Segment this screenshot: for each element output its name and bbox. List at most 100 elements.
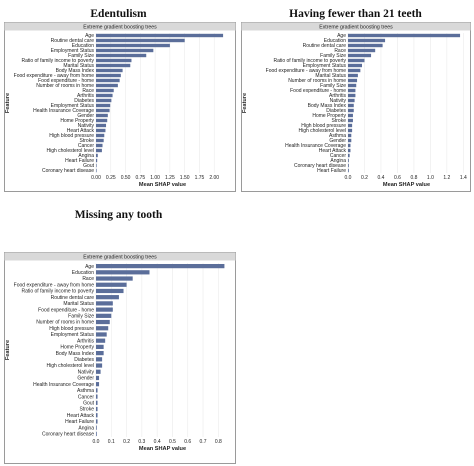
feature-label: Race — [82, 88, 94, 94]
bar — [96, 357, 103, 362]
feature-label: Body Mass Index — [56, 351, 95, 357]
x-tick-label: 0.2 — [123, 439, 130, 445]
bar — [348, 143, 351, 148]
x-tick-label: 0.3 — [138, 439, 145, 445]
feature-label: Marital Status — [63, 301, 94, 307]
x-tick-label: 0.8 — [215, 439, 222, 445]
bar — [96, 168, 97, 173]
feature-label: Ratio of family income to poverty — [273, 58, 346, 64]
bar — [348, 48, 376, 53]
x-tick-label: 1.0 — [427, 175, 434, 181]
x-tick-label: 0.2 — [361, 175, 368, 181]
chart-frame — [4, 22, 236, 192]
bar-chart-missing-any-tooth: Extreme gradient boosting trees 0.0 0.1 0.2… — [4, 252, 236, 452]
feature-label: Food expenditure - away from home — [14, 73, 95, 79]
bar — [96, 33, 224, 38]
bar — [96, 425, 97, 430]
bar — [348, 43, 383, 48]
bar — [96, 406, 98, 412]
feature-label: Ratio of family income to poverty — [21, 58, 94, 64]
bar — [96, 98, 112, 103]
x-tick-label: 1.25 — [165, 175, 175, 181]
feature-label: Coronary heart disease — [42, 432, 94, 438]
feature-label: Routine dental care — [303, 43, 347, 49]
feature-label: Health Insurance Coverage — [33, 382, 94, 388]
feature-label: Age — [85, 264, 94, 270]
bar-chart-edentulism: Extreme gradient boosting trees 0.00 0.25 0… — [4, 22, 236, 188]
feature-label: Diabetes — [74, 98, 94, 104]
bar — [348, 38, 386, 43]
bar — [348, 33, 461, 38]
chart-panel-missing-any-tooth: Missing any tooth Extreme gradient boost… — [0, 202, 237, 466]
bar — [96, 400, 98, 405]
x-tick-label: 0.0 — [93, 439, 100, 445]
strip-label: Extreme gradient boosting trees — [319, 25, 393, 31]
bar — [348, 73, 358, 78]
bar — [348, 98, 355, 103]
bar — [348, 138, 352, 143]
strip-label: Extreme gradient boosting trees — [83, 25, 157, 31]
bar — [96, 338, 106, 343]
bar — [96, 78, 120, 83]
x-tick-label: 0.75 — [135, 175, 145, 181]
strip-label: Extreme gradient boosting trees — [83, 255, 157, 261]
feature-label: Number of rooms in home — [36, 320, 94, 326]
feature-label: Food expenditure - home — [38, 78, 94, 84]
feature-label: Gender — [329, 138, 346, 144]
bar — [348, 153, 350, 158]
panel-title: Having fewer than 21 teeth — [289, 8, 422, 20]
bar — [96, 118, 108, 123]
feature-label: Asthma — [329, 133, 346, 139]
bar — [96, 53, 147, 58]
feature-label: High cholesterol level — [46, 363, 94, 369]
bar — [96, 58, 132, 63]
bar — [348, 168, 349, 173]
bar — [96, 276, 133, 281]
x-tick-label: 0.00 — [91, 175, 101, 181]
feature-label: Age — [85, 33, 94, 39]
x-tick-label: 0.6 — [184, 439, 191, 445]
feature-label: Arthritis — [77, 338, 94, 344]
bar — [348, 113, 353, 118]
bar — [96, 382, 100, 387]
bar — [348, 53, 372, 58]
x-tick-label: 1.4 — [460, 175, 467, 181]
bar — [96, 133, 105, 138]
feature-label: Race — [334, 48, 346, 54]
feature-label: High blood pressure — [49, 133, 94, 139]
feature-label: Food expenditure - home — [38, 307, 94, 313]
bar — [348, 93, 356, 98]
feature-label: Family Size — [320, 83, 346, 89]
bar — [96, 158, 98, 163]
feature-label: Number of rooms in home — [288, 78, 346, 84]
feature-label: Home Property — [60, 118, 94, 124]
feature-label: Family Size — [68, 314, 94, 320]
feature-label: Body Mass Index — [56, 68, 95, 74]
x-tick-label: 0.7 — [200, 439, 207, 445]
bar — [96, 93, 113, 98]
bar — [96, 270, 150, 275]
bar — [348, 163, 349, 168]
panel-title: Edentulism — [90, 8, 147, 20]
feature-label: Heart Failure — [65, 158, 94, 164]
feature-label: Arthritis — [329, 93, 346, 99]
x-tick-label: 0.1 — [108, 439, 115, 445]
bar — [348, 63, 363, 68]
feature-label: High blood pressure — [301, 123, 346, 129]
feature-label: Angina — [78, 425, 94, 431]
feature-label: Nativity — [330, 98, 347, 104]
x-axis-title: Mean SHAP value — [139, 446, 186, 452]
feature-label: High cholesterol level — [46, 148, 94, 154]
bar — [96, 108, 110, 113]
bar — [96, 123, 107, 128]
x-tick-label: 0.6 — [394, 175, 401, 181]
chart-panel-edentulism: Edentulism Extreme gradient boosting tre… — [0, 0, 237, 196]
feature-label: Routine dental care — [51, 38, 95, 44]
feature-label: Diabetes — [326, 108, 346, 114]
bar — [96, 163, 97, 168]
feature-label: Stroke — [80, 407, 95, 413]
bar — [96, 63, 131, 68]
chart-panel-fewer-than-21-teeth: Having fewer than 21 teeth Extreme gradi… — [237, 0, 474, 196]
bar — [96, 43, 170, 48]
feature-label: Heart Attack — [67, 128, 95, 134]
